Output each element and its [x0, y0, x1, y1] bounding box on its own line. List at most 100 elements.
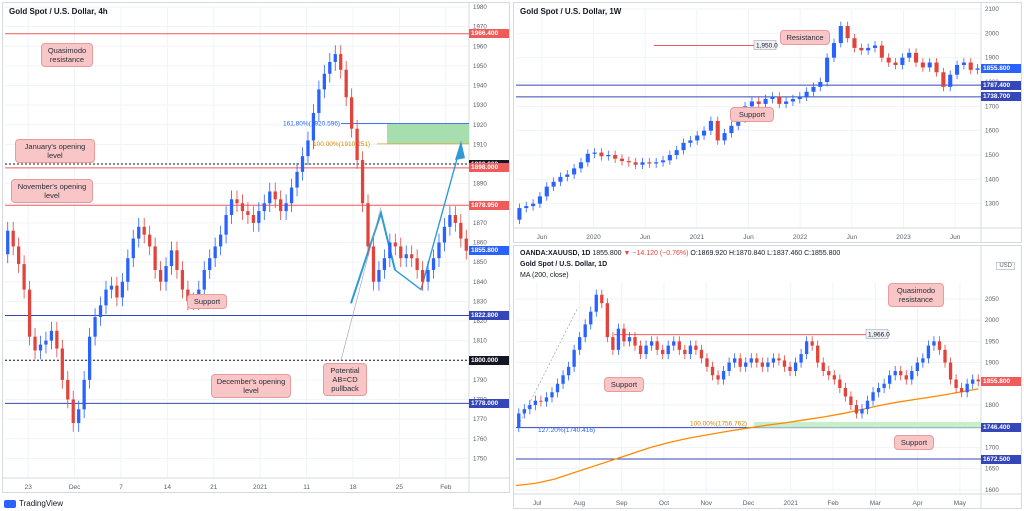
- candle-body: [544, 186, 549, 197]
- price-tag[interactable]: 1800.000: [469, 355, 509, 365]
- candle-body: [246, 211, 250, 216]
- price-tag[interactable]: 1878.950: [469, 200, 509, 210]
- candle-body: [854, 404, 859, 414]
- price-tag[interactable]: 1966.400: [469, 29, 509, 39]
- x-tick-label: 2022: [793, 234, 808, 241]
- chart-1d-svg[interactable]: 1600165017001750180018501900195020002050…: [514, 246, 1022, 509]
- candle-body: [622, 328, 626, 342]
- candle-body: [600, 294, 604, 304]
- chart-panel-4h[interactable]: 1750176017701780179018001810182018301840…: [2, 2, 510, 493]
- y-tick-label: 1600: [985, 487, 999, 494]
- candle-body: [721, 371, 726, 380]
- price-tag[interactable]: 1778.000: [469, 398, 509, 408]
- quasimodo-level-box: [865, 329, 889, 339]
- candle-body: [886, 57, 891, 63]
- fib-127-daily-label: 127.20%(1740.416): [538, 427, 595, 434]
- price-tag[interactable]: 1855.800: [981, 376, 1021, 386]
- candle-body: [677, 341, 681, 350]
- candle-body: [158, 269, 163, 282]
- candle-body: [371, 246, 376, 282]
- candle-body: [788, 366, 792, 372]
- brand-label: TradingView: [19, 499, 64, 508]
- candle-body: [561, 375, 565, 384]
- candle-body: [616, 328, 621, 350]
- y-tick-label: 1920: [473, 122, 487, 129]
- x-tick-label: Dec: [743, 500, 755, 507]
- candle-body: [44, 340, 48, 345]
- price-tag[interactable]: 1738.700: [981, 92, 1021, 102]
- symbol-close: C:1855.800: [804, 250, 841, 257]
- candle-body: [126, 258, 130, 282]
- candle-body: [638, 345, 643, 355]
- candle-body: [915, 362, 919, 372]
- price-tag[interactable]: 1855.800: [981, 63, 1021, 73]
- candle-body: [142, 226, 146, 235]
- candle-body: [404, 254, 408, 259]
- candle-body: [268, 191, 272, 204]
- fib-161-label: 161.80%(1920.596): [283, 121, 340, 128]
- currency-label[interactable]: USD: [996, 262, 1015, 270]
- y-tick-label: 2050: [985, 296, 999, 303]
- candle-body: [852, 38, 857, 48]
- candle-body: [943, 349, 947, 363]
- candle-body: [888, 375, 892, 384]
- x-tick-label: 11: [303, 484, 310, 491]
- chart-panel-1w[interactable]: 130014001500160017001800190020002100Jun2…: [513, 2, 1022, 243]
- y-tick-label: 1700: [985, 444, 999, 451]
- candle-body: [137, 226, 141, 239]
- candle-body: [804, 341, 809, 355]
- candle-body: [975, 68, 980, 70]
- candle-body: [674, 150, 679, 155]
- symbol-price: 1855.800: [592, 250, 622, 257]
- candle-body: [300, 156, 305, 172]
- tradingview-logo[interactable]: TradingView: [4, 499, 63, 508]
- candle-body: [153, 246, 157, 270]
- candle-body: [941, 72, 946, 87]
- chart-title-4h: Gold Spot / U.S. Dollar, 4h: [9, 7, 108, 16]
- candle-body: [827, 371, 831, 376]
- candle-body: [619, 158, 625, 162]
- candle-body: [756, 101, 761, 104]
- candle-body: [910, 371, 914, 380]
- y-tick-label: 1300: [985, 201, 999, 208]
- chart-panel-1d[interactable]: 1600165017001750180018501900195020002050…: [513, 245, 1022, 509]
- candle-body: [633, 162, 638, 165]
- candle-body: [797, 96, 802, 100]
- candle-body: [955, 64, 960, 75]
- candle-body: [934, 62, 939, 73]
- symbol-name: OANDA:XAUUSD, 1D: [520, 250, 591, 257]
- candle-body: [565, 174, 570, 177]
- price-tag[interactable]: 1855.800: [469, 246, 509, 256]
- y-tick-label: 1830: [473, 298, 487, 305]
- price-tag[interactable]: 1898.000: [469, 163, 509, 173]
- y-tick-label: 1800: [985, 402, 999, 409]
- y-tick-label: 1810: [473, 338, 487, 345]
- candle-body: [339, 54, 343, 70]
- candle-body: [961, 62, 966, 65]
- y-tick-label: 1760: [473, 436, 487, 443]
- price-tag[interactable]: 1672.500: [981, 454, 1021, 464]
- y-tick-label: 1930: [473, 102, 487, 109]
- candle-body: [715, 120, 720, 141]
- candle-body: [893, 62, 898, 65]
- candle-body: [240, 203, 245, 212]
- chart-4h-svg[interactable]: 1750176017701780179018001810182018301840…: [3, 3, 510, 493]
- candle-body: [793, 362, 798, 372]
- candle-body: [131, 238, 135, 259]
- price-tag[interactable]: 1822.800: [469, 311, 509, 320]
- candle-body: [366, 203, 370, 247]
- candle-body: [760, 362, 764, 367]
- x-tick-label: Jun: [743, 234, 754, 241]
- price-tag[interactable]: 1787.400: [981, 80, 1021, 90]
- chart-1w-svg[interactable]: 130014001500160017001800190020002100Jun2…: [514, 3, 1022, 243]
- candle-body: [355, 128, 359, 161]
- candle-body: [702, 130, 707, 136]
- price-tag[interactable]: 1746.400: [981, 423, 1021, 433]
- candle-body: [317, 89, 321, 113]
- y-tick-label: 1950: [985, 338, 999, 345]
- x-tick-label: Nov: [700, 500, 712, 507]
- candle-body: [810, 341, 814, 346]
- y-tick-label: 1400: [985, 176, 999, 183]
- candle-body: [522, 409, 526, 414]
- candle-body: [816, 345, 820, 363]
